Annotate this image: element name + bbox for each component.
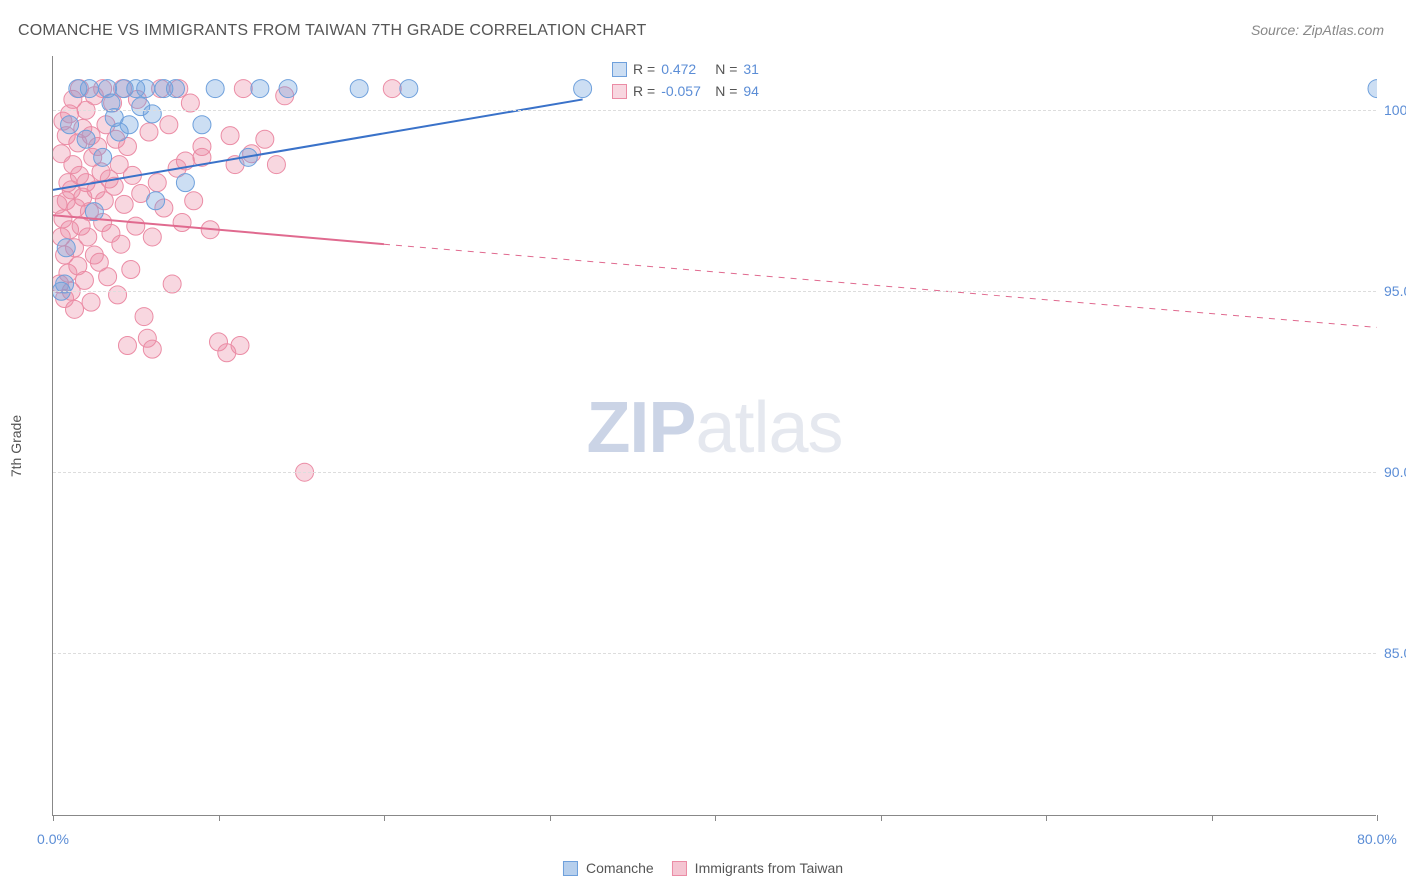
- scatter-point: [206, 80, 224, 98]
- scatter-point: [66, 300, 84, 318]
- scatter-point: [82, 293, 100, 311]
- chart-title: COMANCHE VS IMMIGRANTS FROM TAIWAN 7TH G…: [18, 22, 646, 40]
- scatter-point: [173, 213, 191, 231]
- x-tick-label: 80.0%: [1357, 831, 1397, 847]
- scatter-point: [148, 174, 166, 192]
- scatter-point: [135, 308, 153, 326]
- scatter-point: [120, 116, 138, 134]
- scatter-point: [193, 116, 211, 134]
- x-tick: [1212, 815, 1213, 821]
- scatter-point: [400, 80, 418, 98]
- scatter-point: [251, 80, 269, 98]
- scatter-point: [75, 271, 93, 289]
- legend-row-comanche: R = 0.472 N = 31: [612, 58, 791, 80]
- scatter-point: [185, 192, 203, 210]
- scatter-point: [221, 127, 239, 145]
- scatter-point: [147, 192, 165, 210]
- scatter-point: [99, 268, 117, 286]
- x-tick: [53, 815, 54, 821]
- y-tick-label: 90.0%: [1384, 464, 1406, 480]
- chart-plot-area: ZIPatlas 85.0%90.0%95.0%100.0%0.0%80.0%: [52, 56, 1376, 816]
- scatter-point: [1368, 80, 1377, 98]
- x-tick: [384, 815, 385, 821]
- x-tick: [881, 815, 882, 821]
- scatter-point: [267, 156, 285, 174]
- x-tick: [715, 815, 716, 821]
- scatter-point: [77, 130, 95, 148]
- scatter-point: [140, 123, 158, 141]
- legend-swatch-icon: [563, 861, 578, 876]
- scatter-point: [80, 80, 98, 98]
- scatter-point: [143, 105, 161, 123]
- legend-row-taiwan: R = -0.057 N = 94: [612, 80, 791, 102]
- legend-swatch-comanche: [612, 62, 627, 77]
- gridline: [53, 291, 1376, 292]
- scatter-point: [176, 174, 194, 192]
- scatter-point: [350, 80, 368, 98]
- scatter-point: [57, 239, 75, 257]
- scatter-point: [109, 286, 127, 304]
- scatter-point: [143, 228, 161, 246]
- x-tick-label: 0.0%: [37, 831, 69, 847]
- scatter-point: [79, 228, 97, 246]
- scatter-point: [160, 116, 178, 134]
- chart-svg: [53, 56, 1377, 816]
- scatter-point: [256, 130, 274, 148]
- y-tick-label: 95.0%: [1384, 283, 1406, 299]
- series-legend: Comanche Immigrants from Taiwan: [563, 860, 843, 876]
- source-attribution: Source: ZipAtlas.com: [1251, 22, 1384, 38]
- scatter-point: [137, 80, 155, 98]
- scatter-point: [383, 80, 401, 98]
- trend-line-extrapolated: [384, 244, 1377, 327]
- scatter-point: [112, 235, 130, 253]
- x-tick: [1377, 815, 1378, 821]
- y-axis-label: 7th Grade: [8, 415, 24, 477]
- correlation-legend: R = 0.472 N = 31 R = -0.057 N = 94: [612, 58, 791, 102]
- scatter-point: [127, 217, 145, 235]
- legend-item-comanche: Comanche: [563, 860, 654, 876]
- scatter-point: [143, 340, 161, 358]
- scatter-point: [118, 337, 136, 355]
- legend-swatch-icon: [672, 861, 687, 876]
- legend-item-taiwan: Immigrants from Taiwan: [672, 860, 843, 876]
- scatter-point: [115, 195, 133, 213]
- gridline: [53, 653, 1376, 654]
- scatter-point: [574, 80, 592, 98]
- scatter-point: [231, 337, 249, 355]
- x-tick: [550, 815, 551, 821]
- x-tick: [219, 815, 220, 821]
- scatter-point: [122, 261, 140, 279]
- gridline: [53, 110, 1376, 111]
- legend-swatch-taiwan: [612, 84, 627, 99]
- scatter-point: [279, 80, 297, 98]
- scatter-point: [94, 148, 112, 166]
- y-tick-label: 100.0%: [1384, 102, 1406, 118]
- scatter-point: [166, 80, 184, 98]
- gridline: [53, 472, 1376, 473]
- x-tick: [1046, 815, 1047, 821]
- scatter-point: [61, 116, 79, 134]
- scatter-point: [234, 80, 252, 98]
- legend-label: Comanche: [586, 860, 654, 876]
- legend-label: Immigrants from Taiwan: [695, 860, 843, 876]
- y-tick-label: 85.0%: [1384, 645, 1406, 661]
